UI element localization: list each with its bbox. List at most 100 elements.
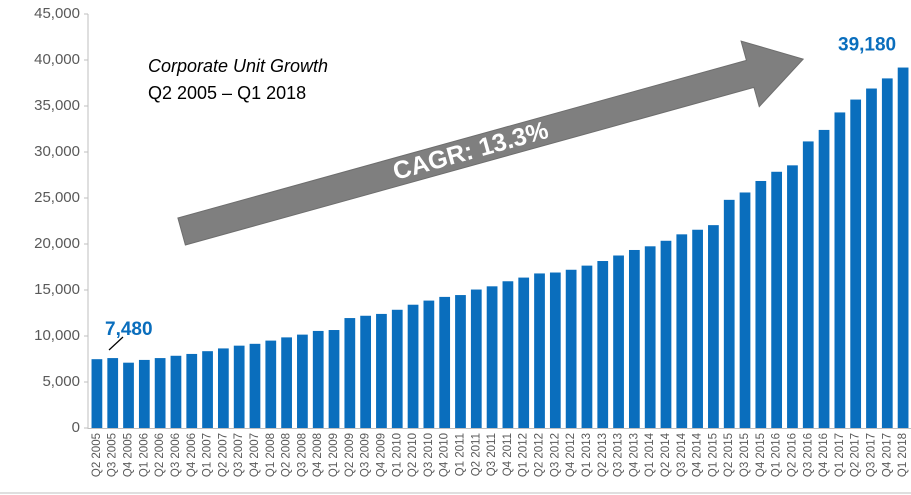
x-tick-label: Q1 2015 bbox=[707, 433, 719, 477]
bar bbox=[328, 330, 340, 428]
bar bbox=[312, 330, 324, 428]
bar bbox=[850, 99, 862, 428]
x-tick-label: Q2 2013 bbox=[597, 433, 609, 477]
y-tick-label: 0 bbox=[72, 419, 80, 436]
bar bbox=[107, 358, 119, 428]
y-tick-label: 35,000 bbox=[34, 97, 80, 114]
x-tick-label: Q4 2015 bbox=[755, 433, 767, 477]
x-tick-label: Q2 2008 bbox=[281, 433, 293, 477]
bar bbox=[723, 199, 735, 428]
bar bbox=[818, 129, 830, 429]
x-tick-label: Q1 2016 bbox=[771, 433, 783, 477]
x-tick-label: Q3 2015 bbox=[739, 433, 751, 477]
x-tick-label: Q1 2011 bbox=[455, 433, 467, 476]
bar bbox=[755, 180, 767, 428]
x-tick-label: Q1 2014 bbox=[644, 432, 656, 477]
bar bbox=[202, 351, 213, 428]
bar bbox=[186, 353, 198, 428]
bar bbox=[233, 345, 245, 428]
cagr-label: CAGR: 13.3% bbox=[390, 116, 551, 186]
y-tick-label: 15,000 bbox=[34, 281, 80, 298]
y-tick-label: 25,000 bbox=[34, 189, 80, 206]
x-tick-label: Q2 2014 bbox=[660, 432, 672, 477]
x-tick-label: Q4 2016 bbox=[818, 433, 830, 477]
x-tick-label: Q3 2009 bbox=[360, 433, 372, 477]
bar bbox=[628, 249, 640, 428]
x-tick-label: Q1 2007 bbox=[202, 433, 214, 477]
x-tick-label: Q4 2009 bbox=[375, 433, 387, 477]
y-tick-label: 40,000 bbox=[34, 51, 80, 68]
x-tick-label: Q3 2005 bbox=[107, 433, 119, 477]
x-tick-label: Q3 2016 bbox=[802, 433, 814, 477]
bar bbox=[217, 348, 229, 428]
x-tick-label: Q4 2014 bbox=[692, 432, 704, 477]
bar bbox=[360, 315, 372, 428]
x-tick-label: Q1 2008 bbox=[265, 433, 277, 477]
x-tick-label: Q4 2017 bbox=[881, 433, 893, 477]
bar bbox=[518, 277, 530, 428]
bar bbox=[281, 337, 292, 428]
x-tick-label: Q2 2012 bbox=[534, 433, 546, 477]
bar bbox=[502, 281, 514, 428]
x-tick-label: Q1 2010 bbox=[391, 433, 403, 477]
bar bbox=[138, 359, 150, 428]
x-tick-label: Q1 2018 bbox=[897, 433, 909, 477]
bar bbox=[376, 313, 387, 428]
x-tick-label: Q3 2011 bbox=[486, 433, 498, 476]
bar bbox=[249, 343, 261, 428]
y-tick-label: 45,000 bbox=[34, 5, 80, 22]
bar bbox=[391, 309, 403, 428]
x-tick-label: Q2 2010 bbox=[407, 433, 419, 477]
bar bbox=[565, 269, 577, 428]
arrow-shape bbox=[177, 40, 805, 246]
x-tick-label: Q1 2013 bbox=[581, 433, 593, 477]
chart-subtitle: Q2 2005 – Q1 2018 bbox=[148, 83, 306, 103]
bar bbox=[455, 295, 466, 428]
bar bbox=[549, 272, 561, 428]
bar bbox=[470, 289, 482, 428]
x-tick-label: Q2 2011 bbox=[470, 433, 482, 476]
x-tick-label: Q3 2010 bbox=[423, 433, 435, 477]
bar bbox=[123, 362, 134, 428]
bar bbox=[486, 286, 498, 428]
bar bbox=[866, 88, 877, 429]
x-tick-label: Q3 2007 bbox=[233, 433, 245, 477]
chart-title: Corporate Unit Growth bbox=[148, 56, 328, 76]
y-tick-label: 10,000 bbox=[34, 327, 80, 344]
bar bbox=[787, 165, 798, 428]
bar bbox=[802, 141, 814, 429]
x-tick-label: Q2 2016 bbox=[786, 433, 798, 477]
bar bbox=[154, 358, 166, 428]
y-tick-label: 5,000 bbox=[42, 373, 80, 390]
bar bbox=[407, 304, 419, 428]
x-tick-label: Q3 2012 bbox=[549, 433, 561, 477]
x-tick-label: Q4 2012 bbox=[565, 433, 577, 477]
bar bbox=[692, 229, 703, 428]
x-tick-label: Q2 2007 bbox=[217, 433, 229, 477]
x-tick-label: Q3 2017 bbox=[866, 433, 878, 477]
bar bbox=[644, 246, 656, 428]
x-tick-label: Q2 2005 bbox=[91, 433, 103, 477]
x-tick-label: Q3 2006 bbox=[170, 433, 182, 477]
bar bbox=[344, 318, 356, 428]
bar bbox=[423, 300, 435, 428]
bar bbox=[739, 192, 751, 428]
x-tick-label: Q4 2010 bbox=[439, 433, 451, 477]
x-tick-label: Q3 2008 bbox=[296, 433, 308, 477]
y-tick-label: 30,000 bbox=[34, 143, 80, 160]
value-label: 7,480 bbox=[105, 319, 153, 340]
bar bbox=[834, 112, 846, 428]
bar bbox=[297, 334, 308, 428]
x-tick-label: Q2 2009 bbox=[344, 433, 356, 477]
x-tick-label: Q2 2015 bbox=[723, 433, 735, 477]
bar bbox=[676, 234, 688, 428]
x-tick-label: Q4 2008 bbox=[312, 433, 324, 477]
bar bbox=[439, 296, 451, 428]
bar bbox=[581, 265, 593, 428]
x-tick-label: Q4 2006 bbox=[186, 433, 198, 477]
value-label: 39,180 bbox=[838, 35, 896, 56]
x-tick-label: Q1 2017 bbox=[834, 433, 846, 477]
bar bbox=[170, 355, 182, 428]
leader-line bbox=[108, 336, 124, 351]
bar bbox=[881, 78, 893, 429]
